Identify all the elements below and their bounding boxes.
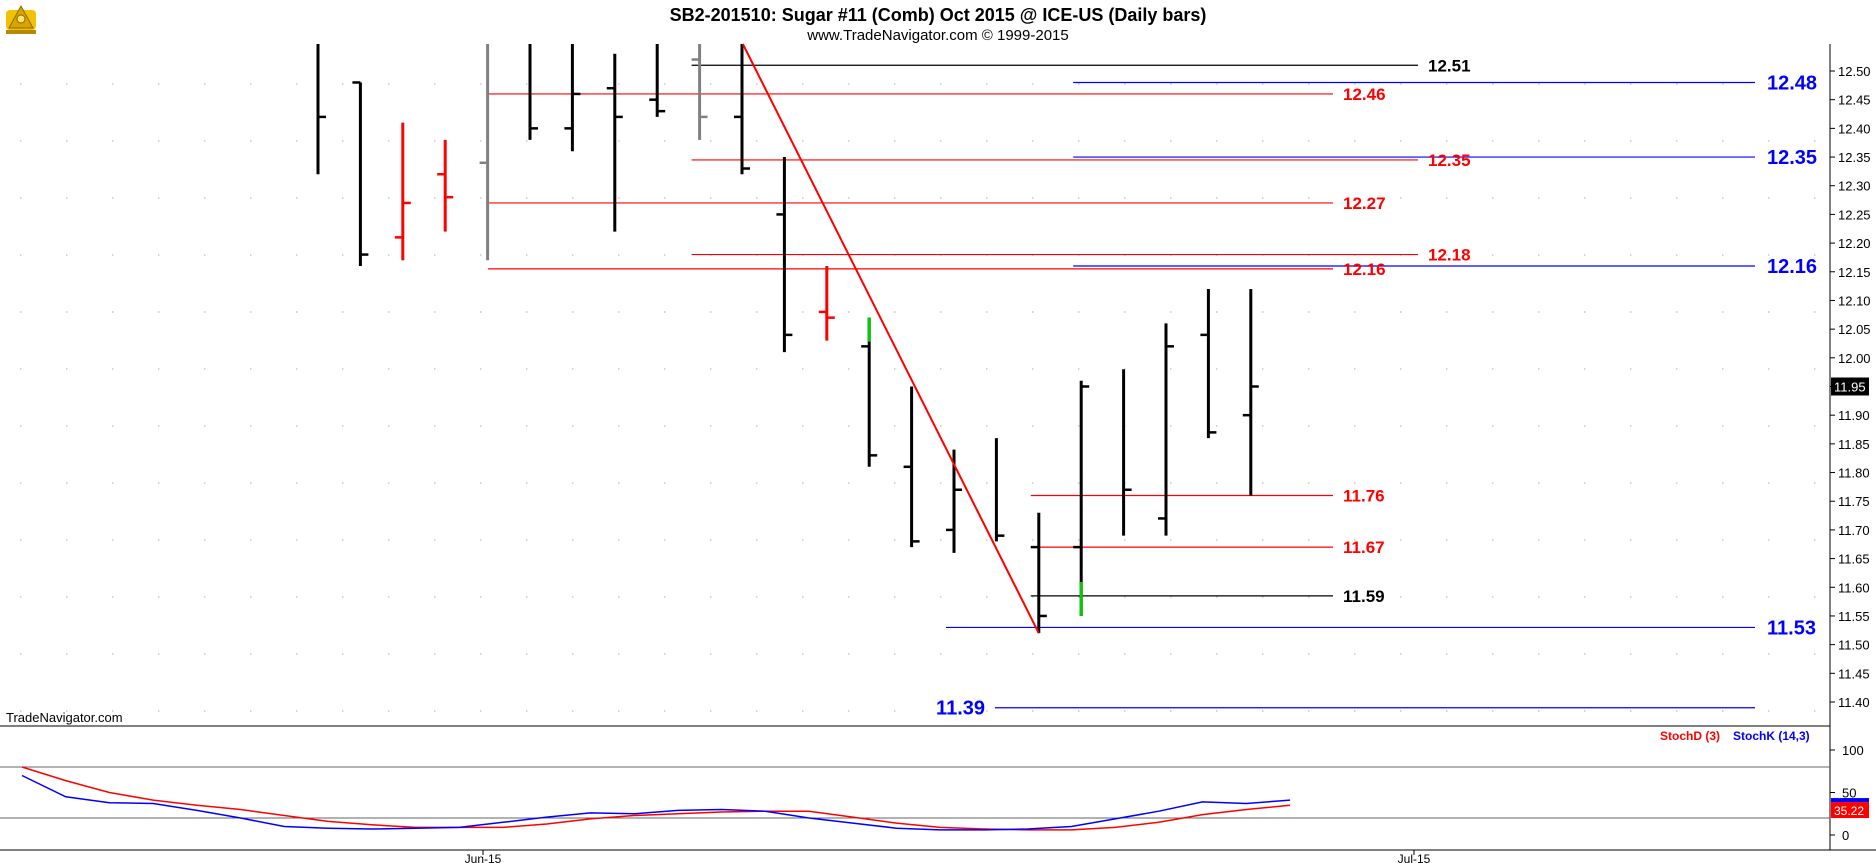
level-label: 12.18	[1428, 246, 1471, 265]
price-tick-label: 12.25	[1838, 207, 1871, 222]
price-tick-label: 11.60	[1838, 580, 1870, 595]
grid-dots	[20, 83, 1816, 712]
price-tick-label: 11.50	[1838, 638, 1870, 653]
price-tick-label: 12.35	[1838, 150, 1871, 165]
stoch-last-value-label: 35.22	[1834, 804, 1864, 818]
price-tick-label: 12.10	[1838, 293, 1871, 308]
price-grid	[0, 44, 1876, 851]
date-tick-label: Jun-15	[465, 852, 502, 863]
date-axis: Jun-15 Jul-15	[465, 850, 1431, 863]
level-label: 12.35	[1428, 151, 1471, 170]
price-tick-label: 12.40	[1838, 121, 1871, 136]
stoch-legend-d: StochD (3)	[1660, 729, 1720, 743]
stoch-series-line	[21, 774, 1291, 831]
price-tick-label: 12.00	[1838, 351, 1871, 366]
level-label: 12.46	[1343, 85, 1386, 104]
stoch-tick-label: 50	[1842, 786, 1856, 801]
trendline	[741, 43, 1040, 634]
level-label: 12.51	[1428, 56, 1471, 75]
stoch-tick-label: 0	[1842, 828, 1849, 843]
stoch-last-value-box	[1831, 802, 1869, 819]
price-tick-label: 12.45	[1838, 93, 1871, 108]
app-logo	[6, 4, 36, 34]
level-label: 11.67	[1343, 538, 1385, 557]
price-tick-label: 12.20	[1838, 236, 1871, 251]
price-tick-label: 11.90	[1838, 408, 1870, 423]
date-tick-label: Jul-15	[1398, 852, 1431, 863]
price-tick-label: 11.70	[1838, 523, 1870, 538]
price-tick-label: 12.30	[1838, 179, 1871, 194]
price-tick-label: 11.80	[1838, 466, 1870, 481]
price-tick-label: 12.15	[1838, 265, 1871, 280]
price-tick-label: 11.55	[1838, 609, 1870, 624]
chart-title: SB2-201510: Sugar #11 (Comb) Oct 2015 @ …	[670, 5, 1207, 25]
trendline-layer	[741, 43, 1040, 634]
level-label: 12.16	[1343, 260, 1386, 279]
chart-subtitle: www.TradeNavigator.com © 1999-2015	[806, 27, 1068, 44]
price-bars	[316, 44, 1259, 634]
level-label: 11.39	[936, 698, 985, 720]
level-label: 12.35	[1767, 147, 1817, 169]
price-axis: 12.50 12.45 12.40 12.35 12.30 12.25 12.20 12.15…	[1830, 64, 1871, 710]
stochastic-panel: 100 50 0 StochD (3) StochK (14,3) 35.22	[0, 729, 1869, 843]
stoch-tick-label: 100	[1842, 743, 1864, 758]
last-price-label: 11.95	[1834, 380, 1866, 395]
price-tick-label: 11.65	[1838, 552, 1870, 567]
level-label: 11.76	[1343, 486, 1385, 505]
stoch-last-k-marker	[1831, 798, 1869, 803]
price-tick-label: 11.85	[1838, 437, 1870, 452]
price-levels: 12.51 12.46 12.48 12.35 12.35 12.27 12.18 12.16…	[488, 56, 1817, 720]
level-label: 12.16	[1767, 256, 1817, 278]
level-label: 11.53	[1767, 617, 1816, 639]
price-tick-label: 12.05	[1838, 322, 1871, 337]
level-label: 12.48	[1767, 72, 1817, 94]
level-label: 12.27	[1343, 194, 1386, 213]
price-tick-label: 11.75	[1838, 494, 1870, 509]
last-price-box	[1831, 377, 1869, 396]
price-tick-label: 11.40	[1838, 695, 1870, 710]
watermark: TradeNavigator.com	[6, 710, 123, 725]
level-label: 11.59	[1343, 587, 1385, 606]
stoch-series-line	[21, 766, 1291, 831]
title-bar	[0, 0, 1876, 44]
stoch-legend-k: StochK (14,3)	[1733, 729, 1810, 743]
price-tick-label: 12.50	[1838, 64, 1871, 79]
price-tick-label: 11.45	[1838, 666, 1870, 681]
